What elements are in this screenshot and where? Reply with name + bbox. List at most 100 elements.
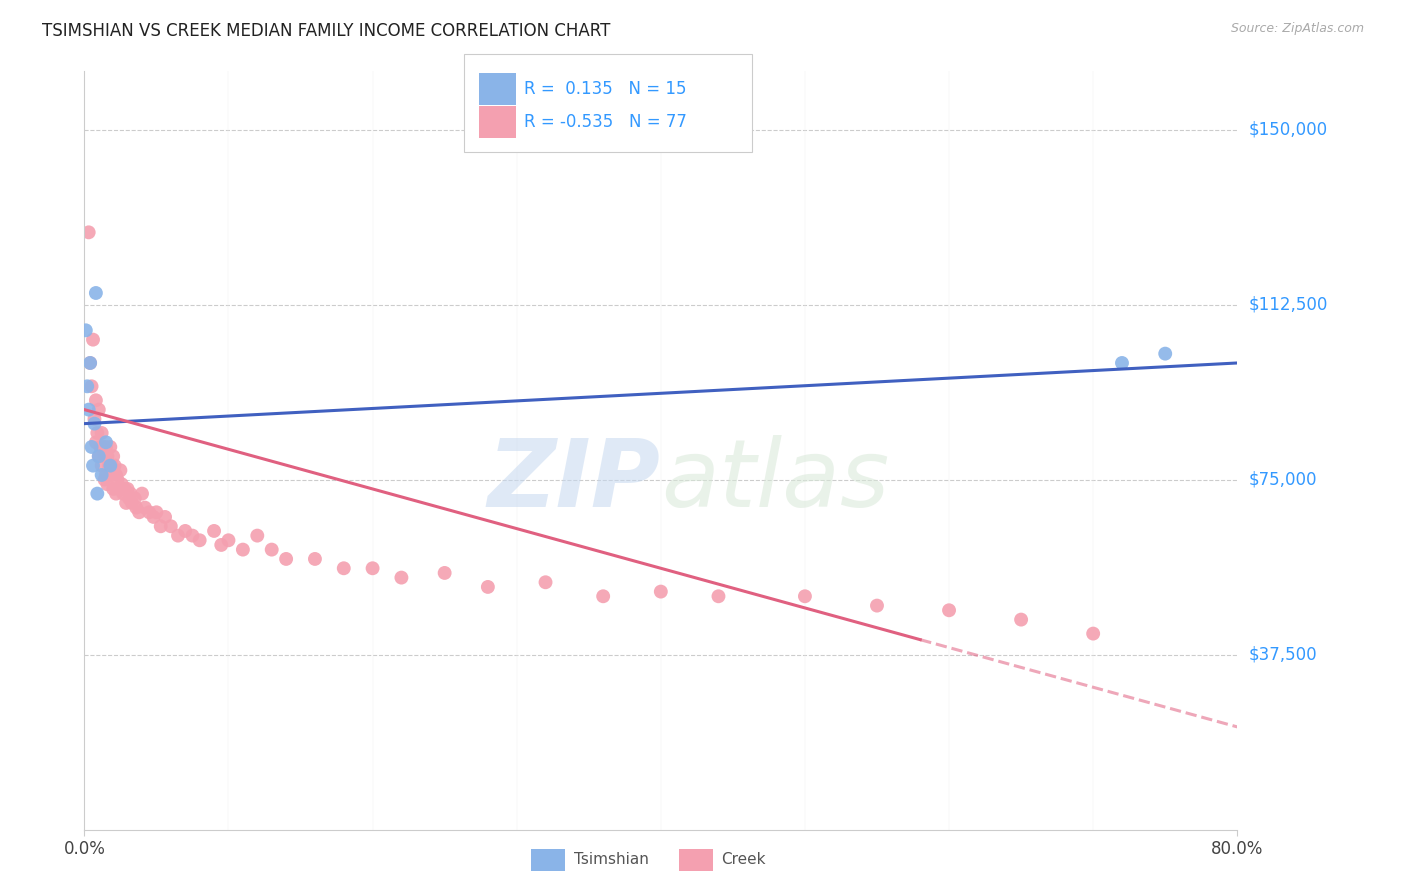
Point — [246, 528, 269, 542]
Point — [89, 440, 111, 454]
Point — [103, 482, 124, 496]
Point — [105, 486, 128, 500]
Point — [114, 482, 136, 496]
Point — [96, 477, 118, 491]
Point — [108, 482, 131, 496]
Text: $37,500: $37,500 — [1249, 646, 1317, 664]
Point — [153, 510, 176, 524]
Point — [120, 486, 142, 500]
Point — [83, 412, 105, 426]
Text: Creek: Creek — [721, 853, 766, 867]
Point — [103, 450, 124, 464]
Point — [260, 542, 283, 557]
Point — [218, 533, 240, 548]
Point — [304, 552, 326, 566]
Point — [84, 435, 107, 450]
Point — [90, 425, 112, 440]
Point — [104, 458, 127, 473]
Point — [86, 425, 108, 440]
Point — [391, 571, 413, 585]
Point — [93, 450, 115, 464]
Point — [124, 491, 146, 506]
Point — [100, 458, 122, 473]
Point — [75, 323, 97, 337]
Point — [1154, 346, 1177, 360]
Point — [276, 552, 298, 566]
Text: $75,000: $75,000 — [1249, 471, 1317, 489]
Point — [794, 589, 817, 603]
Point — [94, 435, 117, 450]
Point — [650, 584, 672, 599]
Point — [84, 285, 107, 300]
Point — [866, 599, 889, 613]
Point — [83, 417, 105, 431]
Point — [125, 500, 148, 515]
Point — [98, 458, 121, 473]
Text: R =  0.135   N = 15: R = 0.135 N = 15 — [524, 80, 688, 98]
Point — [592, 589, 614, 603]
Text: R = -0.535   N = 77: R = -0.535 N = 77 — [524, 113, 688, 131]
Text: TSIMSHIAN VS CREEK MEDIAN FAMILY INCOME CORRELATION CHART: TSIMSHIAN VS CREEK MEDIAN FAMILY INCOME … — [42, 22, 610, 40]
Point — [209, 538, 232, 552]
Text: $150,000: $150,000 — [1249, 120, 1327, 138]
Point — [84, 393, 107, 408]
Point — [77, 225, 100, 239]
Point — [361, 561, 384, 575]
Point — [938, 603, 960, 617]
Point — [142, 510, 165, 524]
Point — [138, 505, 160, 519]
Text: ZIP: ZIP — [488, 434, 661, 527]
Point — [134, 500, 156, 515]
Point — [1010, 613, 1032, 627]
Point — [96, 450, 118, 464]
Point — [90, 467, 112, 482]
Text: atlas: atlas — [661, 435, 889, 526]
Point — [112, 486, 135, 500]
Point — [121, 496, 143, 510]
Point — [202, 524, 225, 538]
Text: Tsimshian: Tsimshian — [574, 853, 648, 867]
Point — [77, 402, 100, 417]
Point — [80, 379, 103, 393]
Text: Source: ZipAtlas.com: Source: ZipAtlas.com — [1230, 22, 1364, 36]
Point — [534, 575, 557, 590]
Point — [477, 580, 499, 594]
Point — [333, 561, 356, 575]
Point — [111, 477, 134, 491]
Point — [87, 450, 110, 464]
Point — [80, 440, 103, 454]
Point — [90, 458, 112, 473]
Point — [149, 519, 172, 533]
Point — [79, 356, 101, 370]
Point — [110, 463, 132, 477]
Point — [107, 473, 129, 487]
Point — [232, 542, 254, 557]
Point — [128, 505, 150, 519]
Point — [94, 440, 117, 454]
Point — [181, 528, 204, 542]
Point — [174, 524, 197, 538]
Point — [167, 528, 190, 542]
Point — [82, 458, 104, 473]
Point — [76, 379, 98, 393]
Point — [93, 473, 115, 487]
Point — [117, 482, 139, 496]
Point — [91, 440, 114, 454]
Point — [98, 440, 121, 454]
Point — [115, 496, 138, 510]
Point — [105, 467, 128, 482]
Point — [94, 467, 117, 482]
Text: $112,500: $112,500 — [1249, 295, 1327, 314]
Point — [160, 519, 183, 533]
Point — [188, 533, 211, 548]
Point — [433, 566, 456, 580]
Point — [87, 402, 110, 417]
Point — [98, 467, 121, 482]
Point — [82, 333, 104, 347]
Point — [1111, 356, 1133, 370]
Point — [86, 486, 108, 500]
Point — [118, 491, 141, 506]
Point — [79, 356, 101, 370]
Point — [131, 486, 153, 500]
Point — [145, 505, 167, 519]
